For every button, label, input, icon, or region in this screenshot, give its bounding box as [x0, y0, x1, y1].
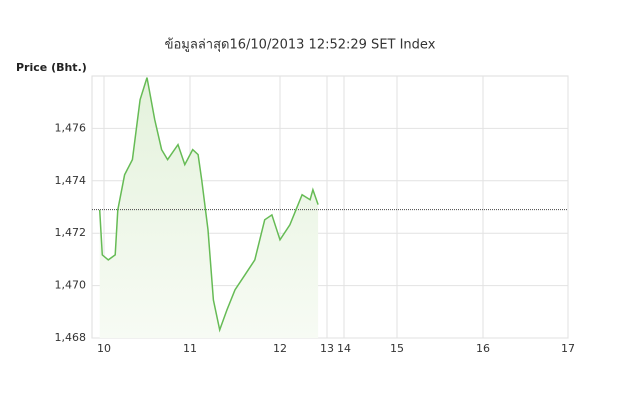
y-tick-label: 1,472 [55, 226, 87, 239]
x-tick-label: 13 [320, 342, 334, 355]
line-area [99, 77, 319, 338]
y-tick-label: 1,474 [55, 174, 87, 187]
y-axis-label: Price (Bht.) [16, 61, 87, 74]
x-tick-label: 16 [476, 342, 490, 355]
x-tick-label: 10 [97, 342, 111, 355]
y-tick-label: 1,476 [55, 121, 87, 134]
y-tick-label: 1,468 [55, 331, 87, 344]
chart-title: ข้อมูลล่าสุด16/10/2013 12:52:29 SET Inde… [165, 38, 436, 53]
x-tick-label: 12 [273, 342, 287, 355]
x-tick-label: 17 [561, 342, 575, 355]
x-tick-label: 14 [337, 342, 351, 355]
price-line [98, 77, 319, 333]
x-tick-label: 11 [183, 342, 197, 355]
y-tick-label: 1,470 [55, 279, 87, 292]
x-tick-label: 15 [390, 342, 404, 355]
